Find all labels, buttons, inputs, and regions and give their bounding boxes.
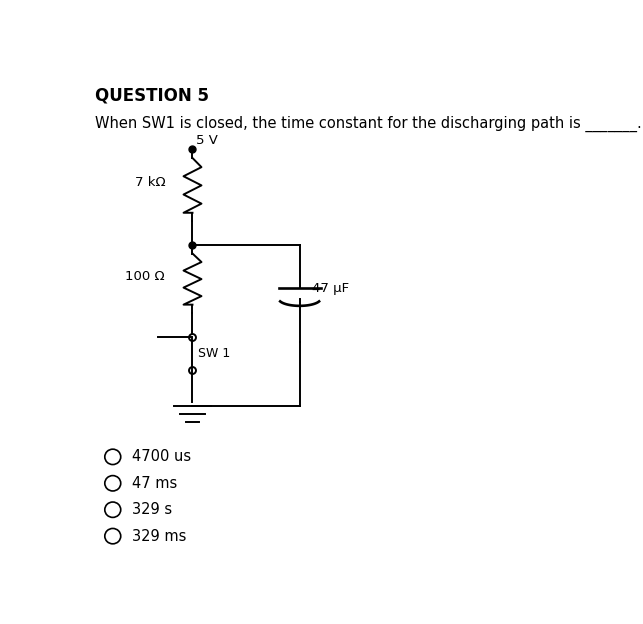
Text: 329 ms: 329 ms — [132, 529, 186, 544]
Text: 5 V: 5 V — [197, 134, 219, 147]
Text: 47 µF: 47 µF — [312, 282, 349, 295]
Text: 329 s: 329 s — [132, 502, 172, 517]
Text: 7 kΩ: 7 kΩ — [135, 177, 166, 190]
Text: 47 ms: 47 ms — [132, 475, 177, 491]
Text: 100 Ω: 100 Ω — [125, 270, 165, 283]
Text: SW 1: SW 1 — [199, 347, 231, 360]
Text: 4700 us: 4700 us — [132, 449, 191, 464]
Text: When SW1 is closed, the time constant for the discharging path is _______.: When SW1 is closed, the time constant fo… — [95, 115, 642, 132]
Text: QUESTION 5: QUESTION 5 — [95, 87, 210, 105]
